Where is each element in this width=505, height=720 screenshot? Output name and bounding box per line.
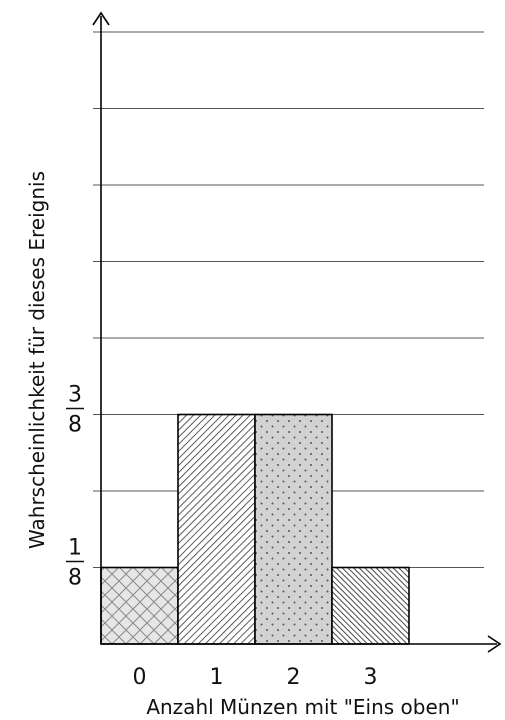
- axes: [92, 11, 502, 653]
- x-tick-label: 1: [210, 665, 224, 690]
- y-tick-numerator: 1: [68, 536, 82, 561]
- y-tick-numerator: 3: [68, 383, 82, 408]
- x-tick-labels: 0 1 2 3: [133, 665, 378, 690]
- x-tick-label: 2: [287, 665, 301, 690]
- bar-1: [177, 413, 256, 645]
- y-axis-label: Wahrscheinlichkeit für dieses Ereignis: [25, 171, 49, 549]
- x-tick-label: 3: [364, 665, 378, 690]
- y-tick-denominator: 8: [68, 413, 82, 438]
- x-axis-arrow-icon: [487, 635, 502, 653]
- y-tick-denominator: 8: [68, 566, 82, 591]
- bar-2: [254, 413, 333, 645]
- bar-0: [100, 566, 179, 645]
- y-axis-arrow-icon: [92, 11, 110, 26]
- bars: [100, 413, 410, 645]
- x-tick-label: 0: [133, 665, 147, 690]
- x-axis-label: Anzahl Münzen mit "Eins oben": [146, 695, 459, 719]
- bar-3: [331, 566, 410, 645]
